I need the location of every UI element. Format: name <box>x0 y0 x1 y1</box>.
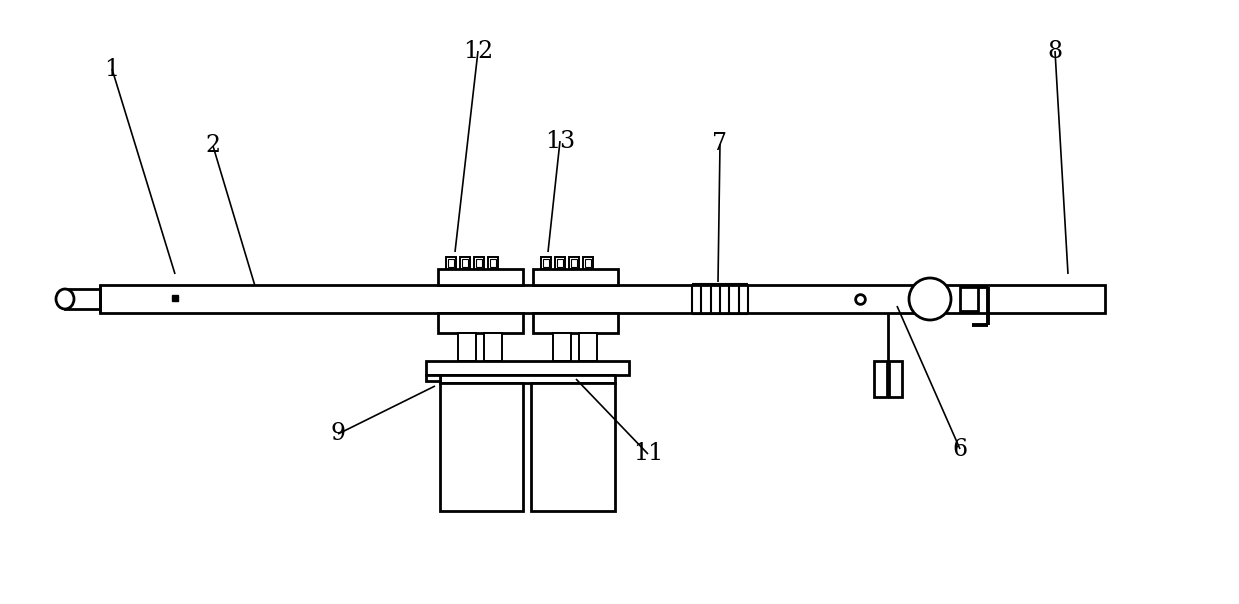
Bar <box>533 313 618 333</box>
Bar <box>426 361 629 375</box>
Circle shape <box>909 278 952 320</box>
Bar <box>553 333 571 361</box>
Bar <box>890 361 902 397</box>
Bar <box>449 259 453 267</box>
Bar <box>571 259 577 267</box>
Ellipse shape <box>56 289 74 309</box>
Bar <box>64 289 100 309</box>
Bar <box>543 259 549 267</box>
Text: 1: 1 <box>104 57 119 80</box>
Bar <box>440 383 523 511</box>
Bar <box>579 333 597 361</box>
Bar <box>489 259 496 267</box>
Bar <box>585 259 591 267</box>
Text: 2: 2 <box>206 135 221 158</box>
Bar <box>960 287 978 311</box>
Text: 12: 12 <box>463 39 493 62</box>
Text: 13: 13 <box>545 129 575 152</box>
Bar <box>100 285 1105 313</box>
Bar <box>460 257 470 269</box>
Bar <box>440 375 615 383</box>
Bar <box>558 259 563 267</box>
Bar <box>439 269 523 285</box>
Bar <box>484 333 502 361</box>
Text: 7: 7 <box>712 132 727 155</box>
Text: 11: 11 <box>633 443 663 466</box>
Bar <box>458 333 476 361</box>
Bar <box>541 257 551 269</box>
Bar <box>584 257 593 269</box>
Text: 6: 6 <box>953 437 968 460</box>
Bar <box>488 257 498 269</box>
Bar <box>873 361 887 397</box>
Bar <box>476 259 482 267</box>
Bar <box>569 257 579 269</box>
Bar <box>533 269 618 285</box>
Bar <box>426 375 440 381</box>
Text: 8: 8 <box>1047 39 1063 62</box>
Text: 9: 9 <box>331 423 346 446</box>
Bar <box>462 259 468 267</box>
Bar <box>555 257 565 269</box>
Bar <box>439 313 523 333</box>
Bar <box>532 383 615 511</box>
Bar <box>446 257 456 269</box>
Bar <box>475 257 484 269</box>
